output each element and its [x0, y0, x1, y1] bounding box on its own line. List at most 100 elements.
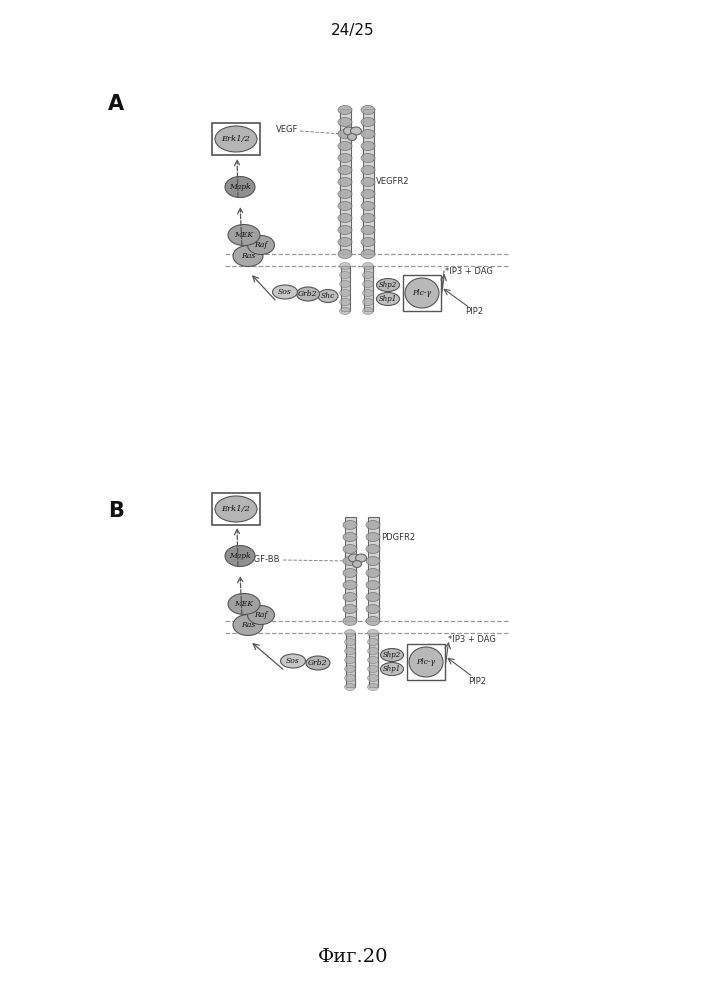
Ellipse shape: [345, 674, 356, 681]
Ellipse shape: [405, 278, 439, 308]
Ellipse shape: [361, 154, 375, 163]
Ellipse shape: [343, 568, 357, 577]
Ellipse shape: [345, 638, 356, 645]
Ellipse shape: [343, 580, 357, 589]
Ellipse shape: [381, 648, 404, 661]
Ellipse shape: [343, 556, 357, 565]
Ellipse shape: [356, 554, 366, 562]
Ellipse shape: [340, 299, 350, 306]
Text: *IP3 + DAG: *IP3 + DAG: [448, 634, 496, 643]
Ellipse shape: [361, 106, 375, 115]
Ellipse shape: [362, 272, 373, 279]
Text: PDGF-BB: PDGF-BB: [242, 554, 280, 563]
Text: Mapk: Mapk: [229, 552, 251, 560]
Ellipse shape: [361, 118, 375, 127]
Text: *IP3 + DAG: *IP3 + DAG: [445, 267, 493, 276]
Text: PDGFR2: PDGFR2: [381, 532, 415, 541]
Ellipse shape: [215, 496, 257, 522]
Ellipse shape: [366, 544, 380, 553]
Ellipse shape: [343, 532, 357, 541]
Ellipse shape: [338, 154, 352, 163]
Text: Shp1: Shp1: [383, 665, 401, 673]
Ellipse shape: [352, 560, 361, 567]
Ellipse shape: [349, 554, 359, 562]
Ellipse shape: [362, 308, 373, 315]
Bar: [345, 633, 354, 687]
Ellipse shape: [361, 202, 375, 211]
Ellipse shape: [368, 638, 378, 645]
Ellipse shape: [361, 190, 375, 199]
Bar: [212, 123, 260, 155]
Ellipse shape: [233, 614, 263, 635]
Ellipse shape: [338, 202, 352, 211]
Ellipse shape: [361, 166, 375, 175]
Bar: [212, 493, 260, 525]
Ellipse shape: [338, 178, 352, 187]
Ellipse shape: [338, 214, 352, 223]
Ellipse shape: [228, 225, 260, 246]
Text: Plc-γ: Plc-γ: [412, 289, 431, 297]
Ellipse shape: [376, 279, 400, 292]
Text: Ras: Ras: [241, 621, 255, 629]
Ellipse shape: [345, 647, 356, 654]
Bar: [340, 266, 349, 311]
Ellipse shape: [368, 674, 378, 681]
Bar: [340, 109, 350, 254]
Ellipse shape: [280, 654, 306, 668]
Ellipse shape: [344, 127, 354, 135]
Ellipse shape: [338, 226, 352, 235]
Ellipse shape: [345, 683, 356, 690]
Ellipse shape: [343, 616, 357, 625]
Ellipse shape: [376, 293, 400, 306]
Ellipse shape: [361, 130, 375, 139]
Ellipse shape: [338, 118, 352, 127]
Text: Grb2: Grb2: [298, 290, 318, 298]
Ellipse shape: [338, 166, 352, 175]
Ellipse shape: [350, 127, 361, 135]
Bar: [345, 517, 356, 621]
Text: Erk1/2: Erk1/2: [222, 135, 251, 143]
Text: Ras: Ras: [241, 252, 255, 260]
Ellipse shape: [340, 308, 350, 315]
Text: Plc-γ: Plc-γ: [417, 658, 436, 666]
Text: Raf: Raf: [254, 611, 268, 619]
Ellipse shape: [366, 556, 380, 565]
Ellipse shape: [381, 662, 404, 675]
Text: PIP2: PIP2: [465, 307, 483, 316]
Text: B: B: [108, 501, 124, 521]
Ellipse shape: [273, 285, 297, 299]
Ellipse shape: [345, 656, 356, 663]
Ellipse shape: [366, 592, 380, 601]
Ellipse shape: [361, 238, 375, 247]
Ellipse shape: [366, 568, 380, 577]
Ellipse shape: [409, 647, 443, 677]
Ellipse shape: [338, 130, 352, 139]
Text: MEK: MEK: [234, 600, 253, 608]
Text: 24/25: 24/25: [331, 24, 375, 39]
Ellipse shape: [368, 629, 378, 636]
Text: MEK: MEK: [234, 231, 253, 239]
Ellipse shape: [340, 281, 350, 288]
Ellipse shape: [343, 520, 357, 529]
Ellipse shape: [366, 580, 380, 589]
Ellipse shape: [366, 604, 380, 613]
Text: Sos: Sos: [286, 657, 300, 665]
Ellipse shape: [361, 250, 375, 259]
Ellipse shape: [361, 226, 375, 235]
Ellipse shape: [306, 656, 330, 670]
Ellipse shape: [340, 272, 350, 279]
Ellipse shape: [368, 656, 378, 663]
Text: Shc: Shc: [321, 292, 335, 300]
Ellipse shape: [361, 178, 375, 187]
Ellipse shape: [366, 532, 380, 541]
Ellipse shape: [228, 593, 260, 614]
Text: Erk1/2: Erk1/2: [222, 505, 251, 513]
Text: Mapk: Mapk: [229, 183, 251, 191]
Text: PIP2: PIP2: [468, 676, 486, 685]
Ellipse shape: [345, 665, 356, 672]
Bar: [369, 633, 378, 687]
Ellipse shape: [368, 665, 378, 672]
Ellipse shape: [248, 236, 275, 255]
Bar: [362, 109, 373, 254]
Bar: [403, 275, 441, 311]
